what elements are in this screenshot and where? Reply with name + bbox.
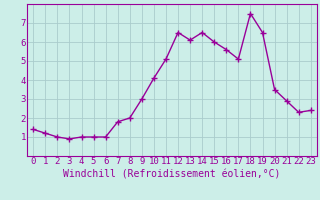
X-axis label: Windchill (Refroidissement éolien,°C): Windchill (Refroidissement éolien,°C) [63,169,281,179]
